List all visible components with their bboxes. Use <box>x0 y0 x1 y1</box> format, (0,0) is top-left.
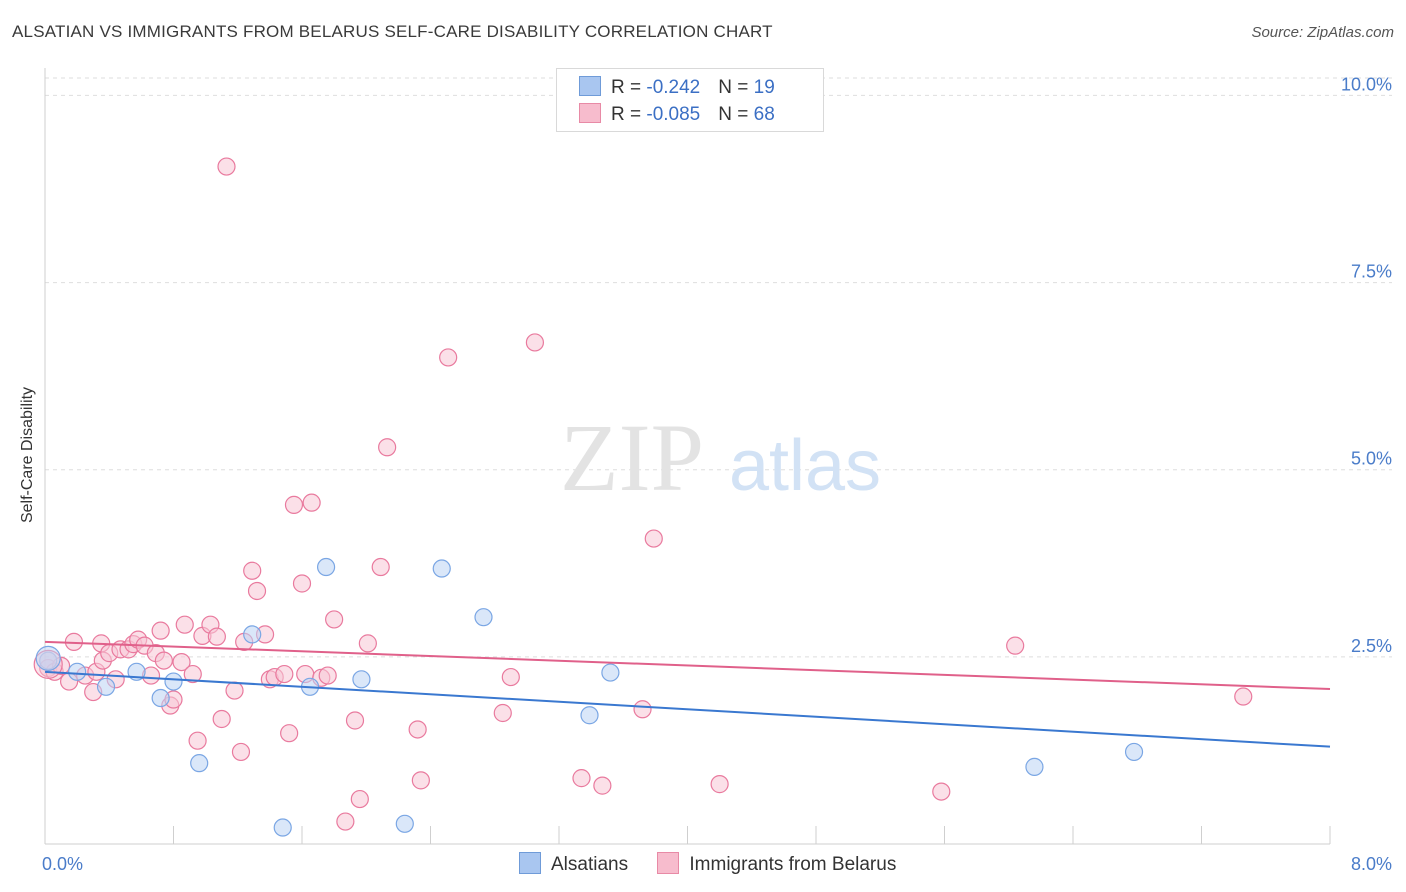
point-belarus <box>572 769 591 788</box>
legend-swatch-belarus <box>579 103 601 123</box>
point-belarus <box>411 771 430 790</box>
x-tick-label: 0.0% <box>42 854 83 874</box>
point-alsatians <box>68 662 87 681</box>
point-belarus <box>247 581 267 601</box>
legend-label-alsatians: Alsatians <box>551 854 629 875</box>
y-tick-label: 5.0% <box>1351 449 1392 469</box>
point-belarus <box>593 776 612 795</box>
source-label: Source: ZipAtlas.com <box>1251 24 1394 41</box>
legend-item-belarus: Immigrants from Belarus <box>657 852 896 876</box>
chart-title: ALSATIAN VS IMMIGRANTS FROM BELARUS SELF… <box>12 22 773 41</box>
point-belarus <box>243 561 262 580</box>
point-belarus <box>172 652 191 672</box>
point-belarus <box>350 789 369 809</box>
point-belarus <box>493 703 512 723</box>
point-belarus <box>151 621 170 640</box>
legend-swatch-belarus <box>657 852 680 874</box>
point-belarus <box>217 157 236 176</box>
legend-r-value: -0.085 <box>646 104 701 125</box>
point-belarus <box>212 709 231 729</box>
point-belarus <box>154 651 173 670</box>
watermark: ZIP atlas <box>560 404 881 511</box>
point-belarus <box>371 557 390 577</box>
legend-r-label: R = <box>611 104 647 125</box>
legend-swatch-alsatians <box>519 852 541 874</box>
tick-labels: 2.5% 5.0% 7.5% 10.0% 0.0% 8.0% <box>42 74 1392 874</box>
point-alsatians <box>601 663 620 682</box>
y-tick-label: 7.5% <box>1351 262 1392 282</box>
point-belarus <box>710 775 729 794</box>
watermark-atlas: atlas <box>729 426 881 506</box>
trend-line-belarus <box>44 640 1331 691</box>
point-belarus <box>501 667 520 687</box>
point-belarus <box>280 724 299 743</box>
point-alsatians <box>190 754 209 773</box>
point-alsatians <box>1025 757 1044 776</box>
point-belarus <box>644 529 663 548</box>
point-belarus <box>284 495 304 514</box>
point-belarus <box>207 627 226 646</box>
point-alsatians <box>243 625 262 644</box>
point-alsatians <box>316 557 336 577</box>
point-belarus <box>378 438 397 457</box>
point-belarus <box>325 610 344 629</box>
point-belarus <box>275 664 294 684</box>
point-belarus <box>1234 687 1253 706</box>
point-belarus <box>188 731 207 750</box>
point-belarus <box>633 700 652 719</box>
legend-row-alsatians: R = -0.242 N = 19 <box>579 76 775 99</box>
point-alsatians <box>164 672 183 691</box>
point-belarus <box>292 574 312 593</box>
point-belarus <box>318 666 337 685</box>
point-belarus <box>183 664 202 684</box>
legend-n-value: 68 <box>753 104 775 125</box>
legend-n-label: N = <box>718 104 754 125</box>
legend-row-belarus: R = -0.085 N = 68 <box>579 103 775 126</box>
point-belarus <box>932 782 951 801</box>
point-belarus <box>302 493 321 512</box>
point-belarus <box>408 720 427 739</box>
legend-item-alsatians: Alsatians <box>519 852 628 876</box>
point-belarus <box>525 333 545 352</box>
point-alsatians <box>273 818 292 837</box>
legend-r-value: -0.242 <box>646 77 701 98</box>
series-legend: Alsatians Immigrants from Belarus <box>519 852 920 876</box>
point-belarus <box>175 615 194 634</box>
point-belarus <box>345 711 365 730</box>
y-tick-label: 10.0% <box>1341 74 1392 94</box>
point-belarus <box>1006 636 1025 655</box>
point-alsatians <box>352 670 371 689</box>
x-tick-label: 8.0% <box>1351 854 1392 874</box>
point-belarus <box>358 634 377 653</box>
point-belarus <box>225 681 244 700</box>
point-belarus <box>336 812 355 831</box>
trend-line-alsatians <box>44 670 1331 748</box>
point-alsatians <box>580 706 599 725</box>
legend-swatch-alsatians <box>579 76 601 96</box>
legend-label-belarus: Immigrants from Belarus <box>689 854 897 875</box>
y-tick-label: 2.5% <box>1351 636 1392 656</box>
point-alsatians <box>151 688 170 708</box>
point-alsatians <box>474 608 493 627</box>
point-alsatians <box>96 677 116 696</box>
correlation-legend: R = -0.242 N = 19 R = -0.085 N = 68 <box>556 68 824 132</box>
point-belarus <box>231 742 251 762</box>
point-belarus <box>439 348 458 367</box>
point-alsatians <box>432 559 451 578</box>
legend-n-label: N = <box>718 77 754 98</box>
point-alsatians <box>35 645 61 671</box>
trend-lines <box>44 640 1331 748</box>
axes <box>44 68 1331 845</box>
legend-r-label: R = <box>611 77 647 98</box>
legend-n-value: 19 <box>753 77 775 98</box>
point-alsatians <box>395 814 414 833</box>
watermark-zip: ZIP <box>560 404 704 511</box>
point-alsatians <box>1124 742 1144 762</box>
